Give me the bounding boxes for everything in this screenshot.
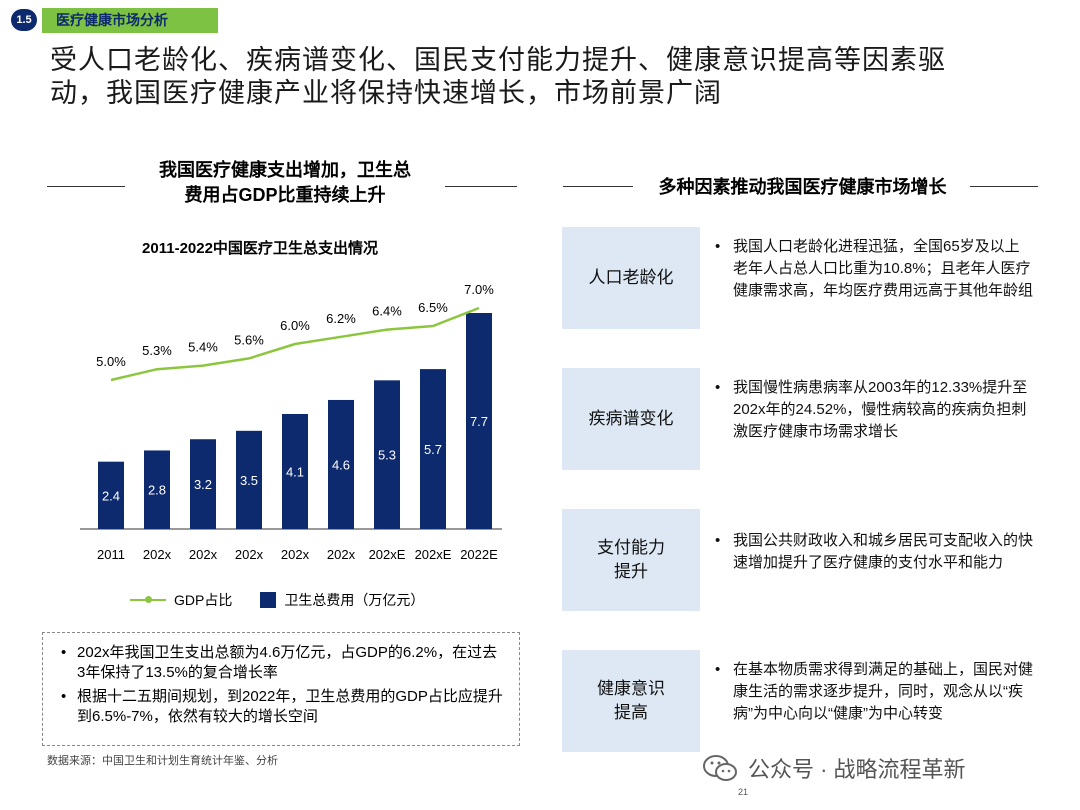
chart-title: 2011-2022中国医疗卫生总支出情况 [142,240,378,257]
chart: 2.4 2011 2.8 202x 3.2 202x 3.5 202x 4.1 202x 4.6 20… [80,285,502,562]
factor-disease: 疾病谱变化 [562,368,700,470]
wechat-icon [703,755,737,781]
bar-value-label: 4.6 [332,457,350,472]
line-value-label: 7.0% [464,285,494,297]
x-tick-label: 202xE [369,547,406,562]
factor-desc: 我国人口老龄化进程迅猛，全国65岁及以上老年人占总人口比重为10.8%；且老年人… [713,236,1033,302]
legend-line-marker [130,596,166,603]
bar [374,380,400,529]
bar-value-label: 7.7 [470,414,488,429]
x-tick-label: 202x [189,547,218,562]
page-number: 21 [738,787,749,797]
divider [47,186,125,187]
bar-value-label: 3.5 [240,473,258,488]
factor-awareness: 健康意识提高 [562,650,700,752]
x-tick-label: 202x [143,547,172,562]
divider [970,186,1038,187]
factor-desc: 我国公共财政收入和城乡居民可支配收入的快速增加提升了医疗健康的支付水平和能力 [713,530,1033,574]
legend-bar-label: 卫生总费用（万亿元） [284,592,425,608]
section-tag: 医疗健康市场分析 [42,8,218,33]
factor-aging: 人口老龄化 [562,227,700,329]
line-value-label: 6.0% [280,318,310,333]
factor-label: 人口老龄化 [588,268,674,287]
line-value-label: 5.0% [96,354,126,369]
divider [563,186,633,187]
bar-value-label: 2.8 [148,483,166,498]
bar [282,413,308,529]
legend-line-label: GDP占比 [174,592,233,608]
bar [328,399,354,529]
right-section-title: 多种因素推动我国医疗健康市场增长 [560,173,1045,199]
factor-label: 支付能力提升 [597,538,665,581]
notes-box: 202x年我国卫生支出总额为4.6万亿元，占GDP的6.2%，在过去3年保持了1… [42,632,520,746]
section-number: 1.5 [11,9,37,31]
bar [98,461,124,529]
bar [466,313,492,529]
line-value-label: 5.6% [234,332,264,347]
line-value-label: 6.5% [418,300,448,315]
note-item: 202x年我国卫生支出总额为4.6万亿元，占GDP的6.2%，在过去3年保持了1… [61,643,505,683]
right-title-text: 多种因素推动我国医疗健康市场增长 [656,177,949,197]
bar-value-label: 2.4 [102,488,120,503]
factor-desc: 我国慢性病患病率从2003年的12.33%提升至202x年的24.52%，慢性病… [713,377,1033,443]
headline-line-2: 动，我国医疗健康产业将保持快速增长，市场前景广阔 [50,78,722,108]
left-title-line-1: 我国医疗健康支出增加，卫生总 [159,160,411,180]
left-section-title: 我国医疗健康支出增加，卫生总 费用占GDP比重持续上升 [120,158,450,208]
bar [190,439,216,529]
line-value-label: 6.2% [326,311,356,326]
divider [445,186,517,187]
bar-value-label: 4.1 [286,464,304,479]
x-tick-label: 202xE [415,547,452,562]
factor-label: 疾病谱变化 [588,409,674,428]
x-tick-label: 202x [281,547,310,562]
chart-legend: GDP占比 卫生总费用（万亿元） [130,590,424,610]
watermark: 公众号 · 战略流程革新 [702,752,966,784]
x-tick-label: 2022E [460,547,498,562]
page-headline: 受人口老龄化、疾病谱变化、国民支付能力提升、健康意识提高等因素驱 动，我国医疗健… [50,44,1040,110]
bar [144,450,170,529]
x-tick-label: 202x [235,547,264,562]
factor-payment: 支付能力提升 [562,509,700,611]
gdp-line [110,306,480,382]
x-tick-label: 202x [327,547,356,562]
left-title-line-2: 费用占GDP比重持续上升 [184,185,386,205]
bar-value-label: 5.3 [378,448,396,463]
headline-line-1: 受人口老龄化、疾病谱变化、国民支付能力提升、健康意识提高等因素驱 [50,45,946,75]
note-item: 根据十二五期间规划，到2022年，卫生总费用的GDP占比应提升到6.5%-7%，… [61,687,505,727]
x-tick-label: 2011 [97,547,125,562]
line-value-label: 5.4% [188,340,218,355]
legend-bar-marker [260,592,277,608]
factor-label: 健康意识提高 [597,679,665,722]
bar-value-label: 3.2 [194,477,212,492]
bar-value-label: 5.7 [424,442,442,457]
data-source: 数据来源：中国卫生和计划生育统计年鉴、分析 [47,755,278,767]
factor-desc: 在基本物质需求得到满足的基础上，国民对健康生活的需求逐步提升，同时，观念从以“疾… [713,659,1033,725]
line-value-label: 6.4% [372,304,402,319]
bar [236,430,262,529]
bar [420,369,446,529]
watermark-text: 公众号 · 战略流程革新 [748,757,966,782]
line-value-label: 5.3% [142,343,172,358]
